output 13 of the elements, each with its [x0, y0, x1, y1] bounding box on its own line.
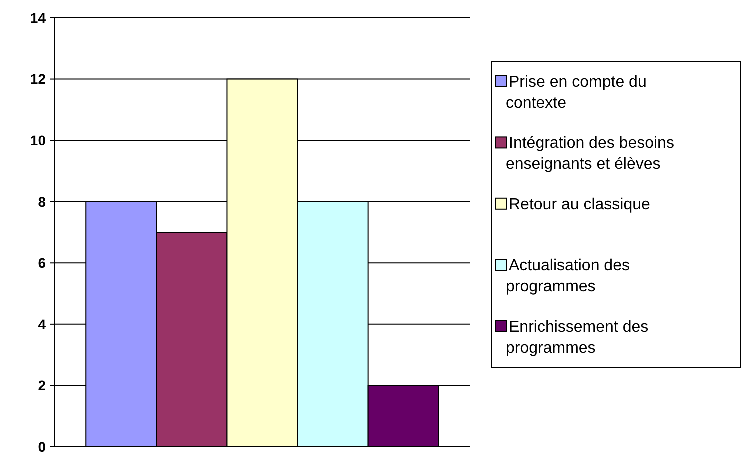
- y-tick-label: 0: [38, 438, 46, 454]
- y-tick-label: 4: [38, 316, 46, 332]
- y-tick-label: 8: [38, 194, 46, 210]
- legend-label: Retour au classique: [509, 196, 651, 214]
- legend-label: Actualisation des programmes: [506, 258, 630, 296]
- y-tick-label: 2: [38, 378, 46, 394]
- y-tick-label: 10: [30, 132, 46, 148]
- y-tick-label: 12: [30, 71, 46, 88]
- y-tick-label: 6: [38, 255, 46, 272]
- legend-label: Intégration des besoins enseignants et élèves: [506, 135, 674, 174]
- legend-label: Prise en compte du contexte: [506, 74, 647, 112]
- y-tick-label: 14: [30, 10, 46, 26]
- legend-label: Enrichissement des programmes: [506, 318, 649, 357]
